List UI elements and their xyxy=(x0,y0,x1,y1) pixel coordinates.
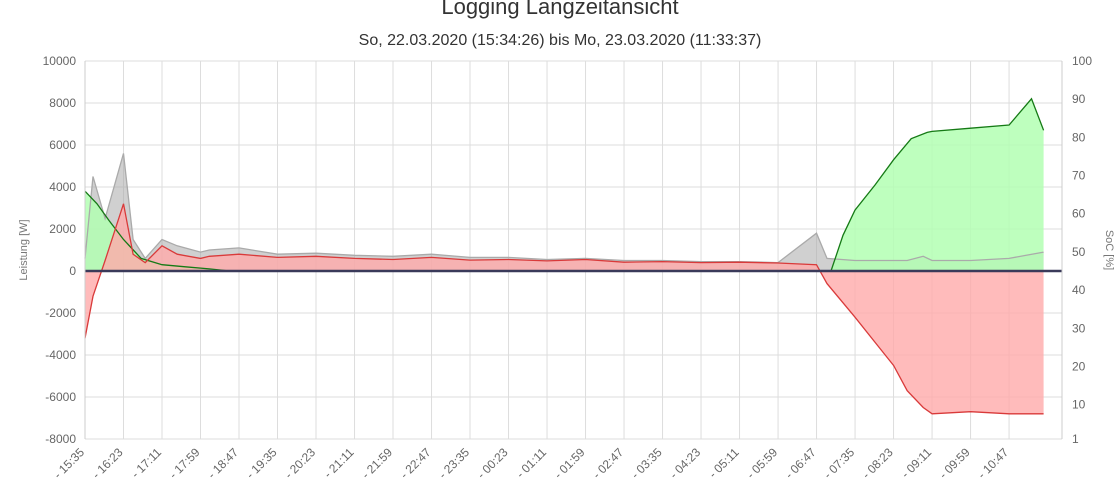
x-tick-label: - 05:59 xyxy=(744,445,781,479)
chart-title: Logging Langzeitansicht xyxy=(441,0,679,19)
y-right-tick-label: 100 xyxy=(1072,54,1092,68)
y-left-tick-label: -4000 xyxy=(45,348,76,362)
y-right-axis-label: SoC [%] xyxy=(1103,230,1115,270)
x-tick-label: - 05:11 xyxy=(706,445,742,479)
chart-subtitle: So, 22.03.2020 (15:34:26) bis Mo, 23.03.… xyxy=(358,32,762,49)
x-tick-label: - 17:59 xyxy=(166,445,203,479)
x-tick-label: - 04:23 xyxy=(667,445,704,479)
green-series-area xyxy=(85,98,1044,271)
y-right-tick-label: 20 xyxy=(1072,359,1086,373)
y-left-tick-label: 6000 xyxy=(49,138,76,152)
y-left-tick-label: 8000 xyxy=(49,96,76,110)
x-tick-label: - 08:23 xyxy=(859,445,896,479)
x-tick-label: - 17:11 xyxy=(128,445,164,479)
y-right-tick-label: 40 xyxy=(1072,283,1086,297)
x-tick-label: - 06:47 xyxy=(782,445,819,479)
y-right-tick-label: 50 xyxy=(1072,245,1086,259)
y-left-tick-label: 2000 xyxy=(49,222,76,236)
x-tick-label: - 07:35 xyxy=(821,445,858,479)
y-left-tick-label: -2000 xyxy=(45,306,76,320)
x-tick-label: - 01:11 xyxy=(513,445,549,479)
x-tick-label: - 19:35 xyxy=(243,445,280,479)
y-left-tick-label: -6000 xyxy=(45,390,76,404)
x-tick-label: - 15:35 xyxy=(51,445,88,479)
y-left-tick-label: 4000 xyxy=(49,180,76,194)
x-tick-label: - 10:47 xyxy=(975,445,1012,479)
y-right-tick-label: 10 xyxy=(1072,398,1086,412)
y-right-tick-label: 90 xyxy=(1072,92,1086,106)
y-right-tick-label: 70 xyxy=(1072,169,1086,183)
y-right-tick-label: 30 xyxy=(1072,321,1086,335)
red-series-area xyxy=(85,203,1044,414)
plot-lines xyxy=(84,97,1062,415)
y-right-tick-label: 80 xyxy=(1072,130,1086,144)
y-left-tick-label: 10000 xyxy=(43,54,77,68)
x-tick-label: - 00:23 xyxy=(474,445,511,479)
x-tick-label: - 20:23 xyxy=(282,445,319,479)
x-tick-label: - 02:47 xyxy=(590,445,627,479)
x-tick-label: - 01:59 xyxy=(551,445,588,479)
x-tick-label: - 23:35 xyxy=(436,445,473,479)
y-right-tick-label: 1 xyxy=(1072,432,1079,446)
plot-areas xyxy=(85,98,1044,414)
gray-series-line xyxy=(84,153,1044,264)
y-left-axis-label: Leistung [W] xyxy=(18,219,30,280)
x-tick-label: - 21:59 xyxy=(359,445,396,479)
y-left-tick-label: 0 xyxy=(69,264,76,278)
x-tick-label: - 09:59 xyxy=(936,445,973,479)
x-tick-label: - 03:35 xyxy=(628,445,665,479)
red-series-line xyxy=(84,203,1044,415)
x-tick-label: - 21:11 xyxy=(321,445,357,479)
y-right-tick-label: 60 xyxy=(1072,207,1086,221)
green-series-line xyxy=(84,97,1045,272)
x-tick-label: - 22:47 xyxy=(397,445,434,479)
x-tick-label: - 09:11 xyxy=(898,445,934,479)
y-left-tick-label: -8000 xyxy=(45,432,76,446)
x-tick-label: - 16:23 xyxy=(89,445,126,479)
x-tick-label: - 18:47 xyxy=(205,445,242,479)
